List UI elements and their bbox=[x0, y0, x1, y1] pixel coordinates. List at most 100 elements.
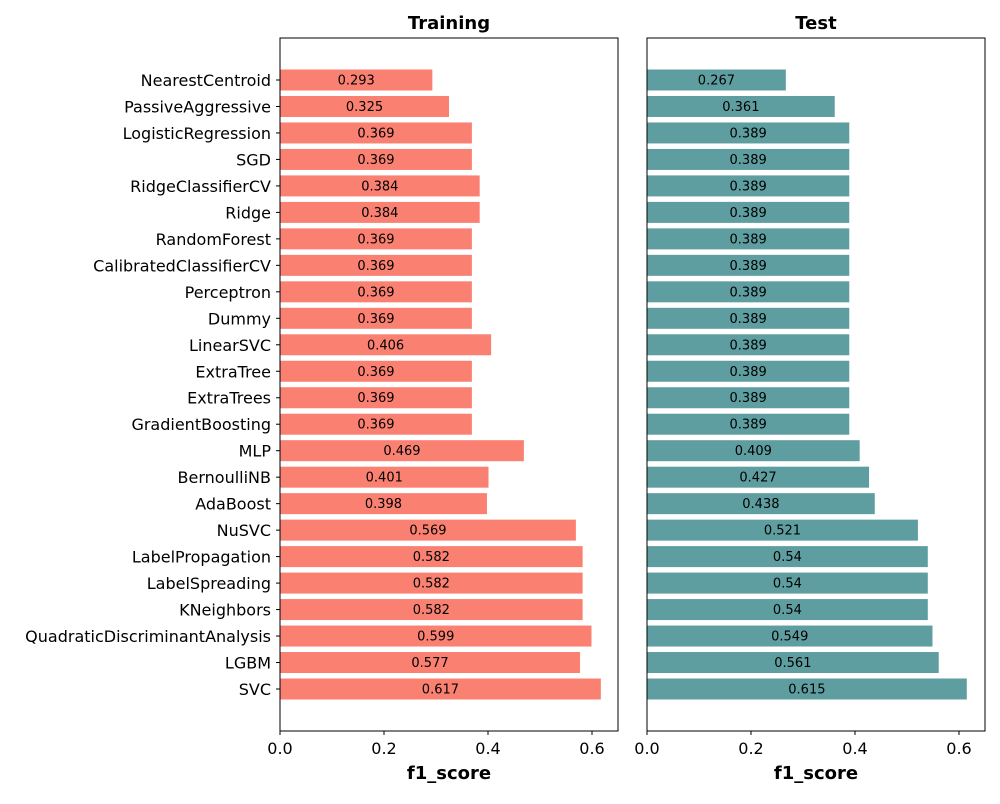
bar-value-label: 0.369 bbox=[357, 365, 394, 380]
y-tick-label: RidgeClassifierCV bbox=[130, 177, 271, 196]
bar-value-label: 0.389 bbox=[730, 338, 767, 353]
test-panel: Test 0.267 0.361 0.389 0.389 0.389 0.389 0.389 0… bbox=[634, 13, 986, 784]
bar-value-label: 0.521 bbox=[764, 524, 801, 539]
bar-value-label: 0.401 bbox=[366, 471, 403, 486]
y-tick-label: QuadraticDiscriminantAnalysis bbox=[25, 627, 271, 646]
bar bbox=[280, 652, 581, 674]
bar-value-label: 0.569 bbox=[409, 524, 446, 539]
bar bbox=[280, 148, 472, 170]
y-tick-label: LabelSpreading bbox=[147, 574, 271, 593]
bar-value-label: 0.582 bbox=[413, 550, 450, 565]
bar-value-label: 0.617 bbox=[422, 683, 459, 698]
bar-value-label: 0.369 bbox=[357, 153, 394, 168]
y-tick-label: LabelPropagation bbox=[132, 548, 271, 567]
x-tick-label: 0.4 bbox=[475, 739, 500, 758]
bar-value-label: 0.384 bbox=[361, 206, 398, 221]
bar bbox=[280, 334, 492, 356]
bar bbox=[647, 546, 928, 568]
bar-value-label: 0.369 bbox=[357, 418, 394, 433]
bar bbox=[280, 625, 592, 647]
y-tick-label: SGD bbox=[236, 150, 271, 169]
bar-value-label: 0.389 bbox=[730, 365, 767, 380]
bar-value-label: 0.406 bbox=[367, 338, 404, 353]
y-tick-label: GradientBoosting bbox=[131, 415, 271, 434]
bar bbox=[647, 334, 850, 356]
x-tick-label: 0.2 bbox=[371, 739, 396, 758]
bar bbox=[647, 201, 850, 223]
bar bbox=[647, 519, 918, 541]
bar bbox=[647, 678, 967, 700]
bar bbox=[280, 678, 601, 700]
y-tick-label: Perceptron bbox=[185, 283, 271, 302]
bar-value-label: 0.369 bbox=[357, 259, 394, 274]
y-tick-label: SVC bbox=[239, 680, 271, 699]
y-tick-label: ExtraTrees bbox=[187, 389, 271, 408]
x-axis-label: f1_score bbox=[774, 763, 858, 784]
y-tick-label: CalibratedClassifierCV bbox=[93, 256, 271, 275]
bar bbox=[647, 228, 850, 250]
bar-value-label: 0.369 bbox=[357, 126, 394, 141]
bar-value-label: 0.615 bbox=[788, 683, 825, 698]
bar bbox=[280, 95, 449, 117]
bar-value-label: 0.389 bbox=[730, 312, 767, 327]
y-tick-label: MLP bbox=[239, 442, 272, 461]
bar bbox=[280, 546, 583, 568]
y-tick-label: LinearSVC bbox=[189, 336, 271, 355]
bar bbox=[280, 281, 472, 303]
bar bbox=[647, 572, 928, 594]
bar-value-label: 0.389 bbox=[730, 126, 767, 141]
bar bbox=[647, 387, 850, 409]
bar bbox=[280, 360, 472, 382]
bar bbox=[647, 466, 870, 488]
bar-value-label: 0.293 bbox=[338, 74, 375, 89]
bar bbox=[280, 175, 480, 197]
bar-value-label: 0.389 bbox=[730, 179, 767, 194]
x-tick-label: 0.2 bbox=[738, 739, 763, 758]
bar bbox=[647, 599, 928, 621]
bar bbox=[647, 148, 850, 170]
bar bbox=[647, 254, 850, 276]
bar-value-label: 0.54 bbox=[773, 603, 802, 618]
y-tick-label: LGBM bbox=[225, 654, 271, 673]
bar-value-label: 0.549 bbox=[771, 630, 808, 645]
bar-value-label: 0.398 bbox=[365, 497, 402, 512]
bar-value-label: 0.582 bbox=[413, 577, 450, 592]
y-tick-label: ExtraTree bbox=[195, 362, 271, 381]
bar bbox=[280, 466, 489, 488]
bar-value-label: 0.369 bbox=[357, 312, 394, 327]
bar bbox=[647, 413, 850, 435]
plot-frame bbox=[279, 37, 619, 732]
bar bbox=[647, 95, 835, 117]
bar-value-label: 0.582 bbox=[413, 603, 450, 618]
bar-value-label: 0.409 bbox=[735, 444, 772, 459]
bar bbox=[647, 175, 850, 197]
bar-value-label: 0.389 bbox=[730, 285, 767, 300]
y-tick-label: Ridge bbox=[225, 203, 271, 222]
bar-value-label: 0.389 bbox=[730, 418, 767, 433]
y-tick-label: RandomForest bbox=[156, 230, 271, 249]
bar-value-label: 0.369 bbox=[357, 232, 394, 247]
bar-value-label: 0.361 bbox=[722, 100, 759, 115]
bar bbox=[280, 254, 472, 276]
bar bbox=[280, 69, 433, 91]
bar-value-label: 0.384 bbox=[361, 179, 398, 194]
bar-value-label: 0.54 bbox=[773, 550, 802, 565]
bar bbox=[280, 413, 472, 435]
bar-value-label: 0.325 bbox=[346, 100, 383, 115]
x-tick-label: 0.0 bbox=[267, 739, 292, 758]
bar-value-label: 0.389 bbox=[730, 153, 767, 168]
bar-value-label: 0.599 bbox=[417, 630, 454, 645]
bar bbox=[647, 69, 786, 91]
bar bbox=[280, 493, 487, 515]
y-tick-label: NuSVC bbox=[217, 521, 271, 540]
y-tick-label: LogisticRegression bbox=[123, 124, 271, 143]
bar bbox=[280, 387, 472, 409]
bar-value-label: 0.427 bbox=[739, 471, 776, 486]
bar bbox=[647, 493, 875, 515]
bar-value-label: 0.438 bbox=[742, 497, 779, 512]
y-tick-label: NearestCentroid bbox=[141, 71, 271, 90]
bar-value-label: 0.577 bbox=[411, 656, 448, 671]
y-tick-label: BernoulliNB bbox=[178, 468, 271, 487]
